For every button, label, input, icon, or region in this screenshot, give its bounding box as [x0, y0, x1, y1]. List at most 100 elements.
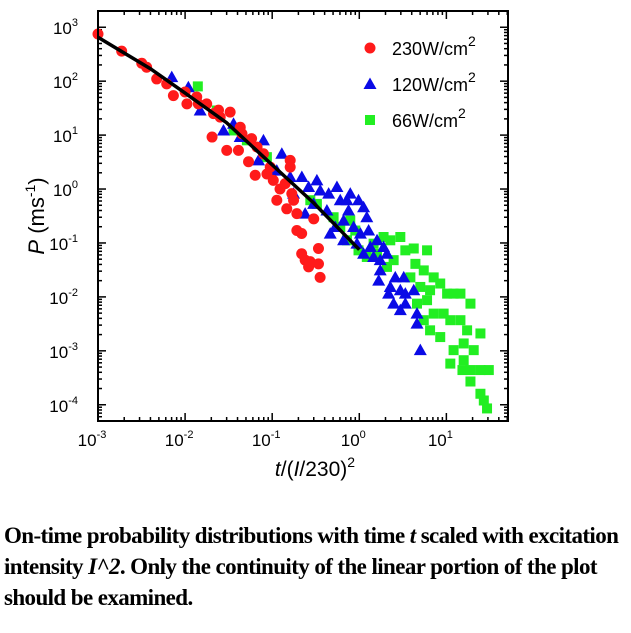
circle-point — [308, 213, 320, 225]
square-point — [381, 261, 392, 272]
triangle-point — [193, 103, 207, 116]
square-point — [448, 345, 459, 356]
x-tick-label: 10-3 — [78, 429, 107, 450]
square-point — [465, 376, 476, 387]
legend-label: 120W/cm2 — [392, 69, 476, 95]
y-label-text: (ms — [24, 197, 49, 240]
y-tick-label: 10-3 — [49, 341, 78, 362]
y-label-close: ) — [24, 177, 49, 184]
square-point — [482, 403, 493, 414]
square-point — [455, 315, 466, 326]
square-point — [458, 338, 469, 349]
triangle-point — [256, 133, 270, 146]
square-point — [405, 272, 416, 283]
square-point — [328, 212, 339, 223]
circle-point — [314, 271, 326, 283]
triangle-point — [398, 287, 412, 299]
square-point — [428, 272, 439, 283]
circle-point — [271, 194, 283, 206]
circle-point — [296, 227, 308, 239]
circle-point — [312, 258, 324, 270]
triangle-point — [383, 280, 397, 292]
triangle-point — [216, 123, 230, 136]
x-label-var: t — [275, 458, 282, 481]
series-circle — [92, 28, 326, 283]
square-point — [410, 258, 421, 269]
x-tick-label: 10-2 — [165, 429, 194, 450]
triangle-point — [337, 214, 351, 226]
legend-triangle-icon — [363, 77, 377, 89]
triangle-point — [322, 187, 336, 199]
legend-circle-icon — [364, 42, 376, 54]
y-tick-labels: 103 102 101 100 10-1 10-2 10-3 10-4 — [49, 17, 78, 416]
y-tick-label: 10-4 — [49, 395, 78, 416]
triangle-point — [373, 253, 387, 266]
data-marks — [92, 28, 494, 414]
circle-point — [249, 169, 261, 181]
triangle-point — [330, 180, 344, 193]
square-point — [428, 308, 439, 319]
caption-text-2: scaled with excitation intensity — [4, 523, 619, 579]
triangle-point — [372, 274, 386, 286]
square-point — [465, 298, 476, 309]
circle-point — [288, 194, 300, 206]
triangle-point — [388, 270, 402, 283]
square-point — [395, 232, 406, 243]
square-point — [192, 81, 203, 92]
x-tick-label: 10-1 — [252, 429, 281, 450]
triangle-point — [367, 250, 381, 262]
triangle-point — [413, 343, 427, 356]
circle-point — [167, 90, 179, 102]
y-tick-label: 103 — [53, 17, 78, 38]
square-point — [442, 288, 453, 299]
square-point — [425, 285, 436, 296]
y-tick-label: 100 — [53, 179, 78, 200]
circle-point — [243, 156, 255, 168]
triangle-point — [382, 287, 396, 299]
triangle-point — [363, 240, 377, 253]
triangle-point — [252, 153, 266, 166]
triangle-point — [410, 317, 424, 329]
square-point — [422, 295, 433, 306]
square-point — [400, 245, 411, 256]
triangle-point — [380, 247, 394, 259]
triangle-point — [393, 303, 407, 316]
triangle-point — [302, 180, 316, 193]
square-point — [345, 215, 356, 226]
y-tick-label: 101 — [53, 125, 78, 146]
square-point — [465, 365, 476, 376]
scatter-chart: 10-3 10-2 10-1 100 101 10310210110010-110-21… — [22, 10, 509, 481]
square-point — [408, 243, 419, 254]
circle-point — [221, 144, 233, 156]
x-tick-label: 101 — [428, 429, 453, 450]
x-label-text2: /230) — [299, 458, 347, 481]
square-point — [372, 248, 383, 259]
square-point — [378, 232, 389, 243]
circle-point — [281, 203, 293, 215]
square-point — [422, 245, 433, 256]
legend-item: 120W/cm2 — [363, 69, 476, 95]
legend-item: 230W/cm2 — [364, 33, 476, 59]
legend: 230W/cm2 120W/cm2 66W/cm2 — [363, 33, 476, 131]
triangle-point — [362, 224, 376, 236]
legend-label: 230W/cm2 — [392, 33, 476, 59]
y-label-sup: -1 — [22, 185, 38, 198]
square-point — [462, 325, 473, 336]
x-label-var2: I — [294, 458, 300, 481]
square-point — [475, 328, 486, 339]
triangle-point — [340, 193, 354, 206]
triangle-point — [398, 297, 412, 309]
square-point — [483, 365, 494, 376]
x-label-text: /( — [281, 458, 294, 481]
circle-point — [224, 106, 236, 118]
circle-point — [312, 242, 324, 254]
y-tick-label: 10-2 — [49, 287, 78, 308]
plot-frame — [97, 10, 509, 422]
legend-square-icon — [365, 115, 375, 125]
square-point — [425, 325, 436, 336]
square-point — [478, 395, 489, 406]
triangle-point — [357, 247, 371, 259]
caption-var-t: t — [409, 523, 416, 548]
circle-point — [206, 131, 218, 143]
legend-item: 66W/cm2 — [365, 105, 466, 131]
